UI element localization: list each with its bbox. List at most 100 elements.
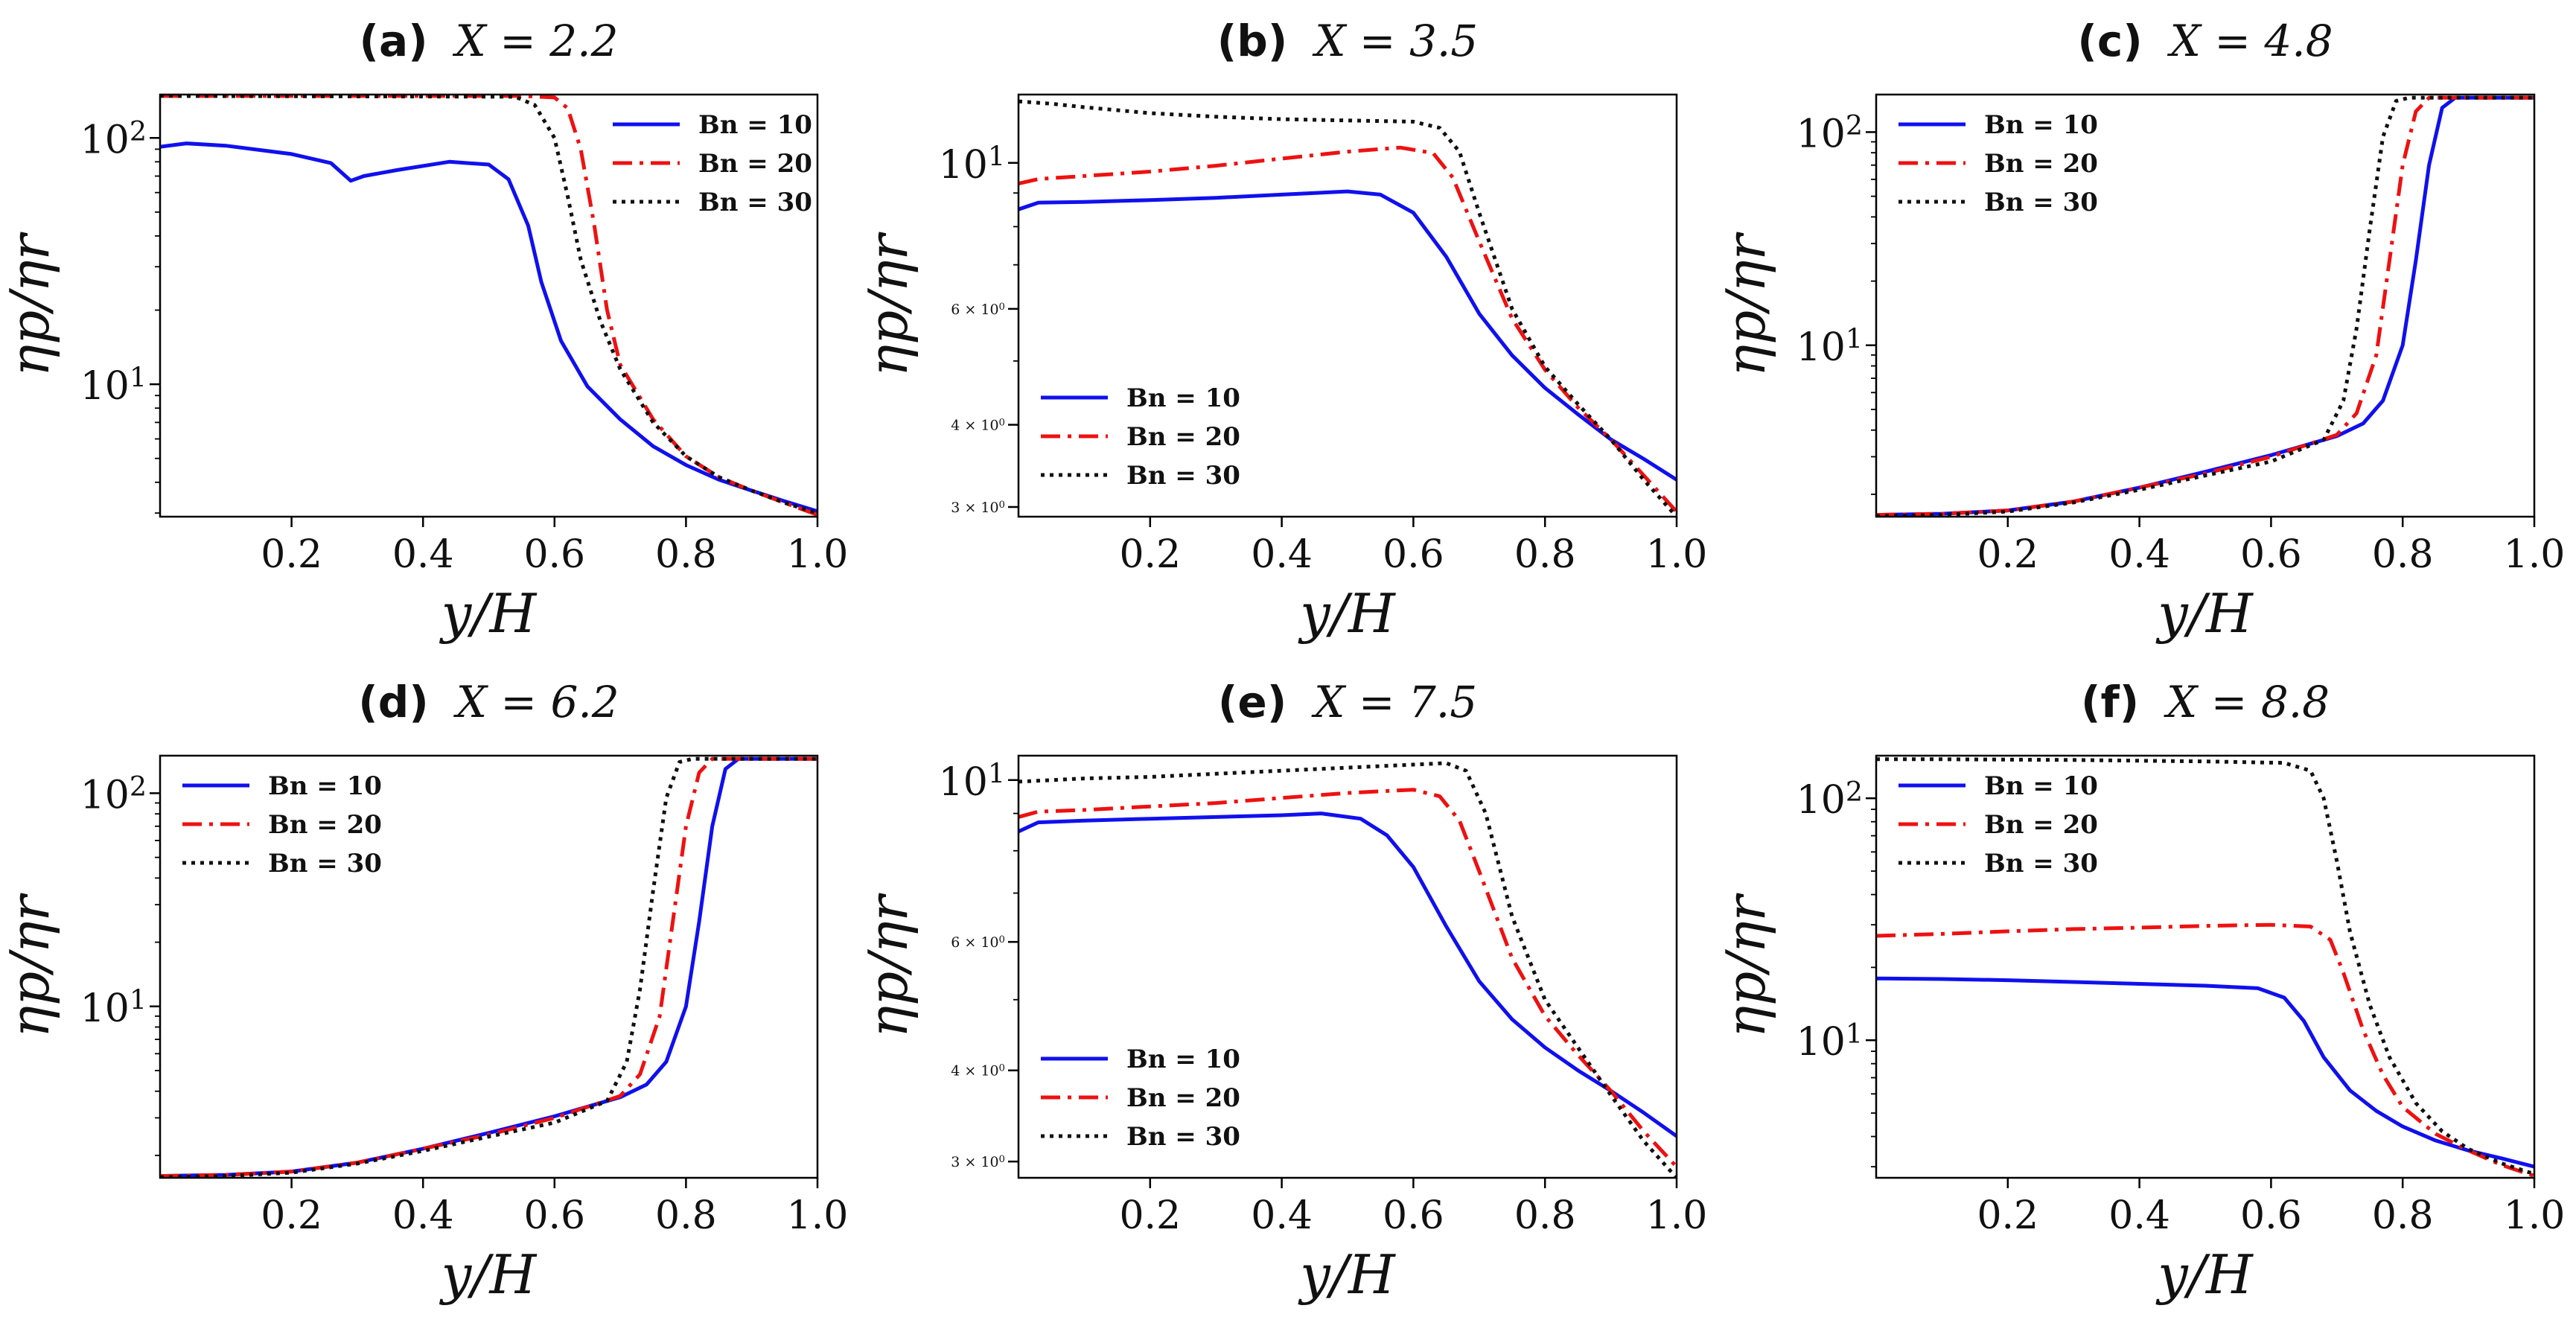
y-axis-label: ηp/ηr: [1715, 232, 1777, 377]
legend-label: Bn = 30: [1126, 461, 1240, 491]
y-tick-label: 6 × 100: [951, 302, 1005, 318]
legend-label: Bn = 10: [698, 110, 812, 140]
legend: Bn = 10 Bn = 20 Bn = 30: [1041, 383, 1240, 491]
series-line-bn20: [160, 95, 817, 517]
x-tick-label: 0.6: [523, 532, 585, 577]
legend-label: Bn = 30: [1126, 1122, 1240, 1152]
panel-label: (b): [1217, 16, 1288, 66]
y-axis-label: ηp/ηr: [0, 893, 61, 1038]
x-tick-label: 0.8: [2372, 1193, 2434, 1238]
x-tick-label: 0.6: [1383, 1193, 1444, 1238]
legend: Bn = 10 Bn = 20 Bn = 30: [613, 110, 812, 217]
panel-e: (e) X = 7.5 3 × 100 4 × 100 6 × 100 101 0.2 0.…: [857, 677, 1707, 1306]
x-tick-label: 0.6: [2240, 1193, 2302, 1238]
panel-title-math: X = 6.2: [429, 677, 619, 727]
x-tick-label: 1.0: [1646, 532, 1708, 577]
legend-label: Bn = 20: [268, 810, 382, 840]
legend: Bn = 10 Bn = 20 Bn = 30: [1898, 771, 2098, 879]
panel-title: (b) X = 3.5: [1217, 16, 1478, 66]
series-line-bn30: [160, 756, 817, 1178]
x-tick-label: 1.0: [2504, 1193, 2566, 1238]
x-tick-label: 1.0: [787, 1193, 849, 1238]
y-tick-label: 101: [939, 140, 1005, 187]
legend-label: Bn = 10: [1984, 110, 2098, 140]
legend-label: Bn = 20: [1984, 149, 2098, 179]
x-tick-label: 0.4: [392, 1193, 454, 1238]
x-tick-label: 0.2: [1119, 1193, 1181, 1238]
x-axis-label: y/H: [439, 582, 538, 645]
legend-label: Bn = 10: [1126, 383, 1240, 413]
legend-label: Bn = 20: [1984, 810, 2098, 840]
x-tick-label: 0.2: [261, 1193, 322, 1238]
legend: Bn = 10 Bn = 20 Bn = 30: [1041, 1045, 1240, 1152]
series-line-bn30: [1876, 757, 2534, 1176]
plot-frame: [1875, 754, 2536, 1179]
x-axis-label: y/H: [2155, 1243, 2254, 1306]
panel-title-math: X = 3.5: [1287, 16, 1478, 66]
y-axis-label: ηp/ηr: [857, 893, 919, 1038]
x-tick-label: 1.0: [787, 532, 849, 577]
y-tick-label: 101: [80, 983, 147, 1030]
panel-title: (a) X = 2.2: [359, 16, 618, 66]
x-tick-label: 0.6: [1383, 532, 1444, 577]
legend-label: Bn = 20: [1126, 1083, 1240, 1113]
x-tick-label: 0.4: [1251, 532, 1313, 577]
x-tick-label: 0.8: [655, 532, 717, 577]
panel-title: (d) X = 6.2: [358, 677, 619, 727]
legend: Bn = 10 Bn = 20 Bn = 30: [182, 771, 382, 879]
y-axis-label: ηp/ηr: [1715, 893, 1777, 1038]
x-tick-label: 0.8: [655, 1193, 717, 1238]
x-tick-label: 1.0: [2504, 532, 2566, 577]
legend-label: Bn = 30: [698, 188, 812, 217]
x-tick-label: 0.8: [1514, 1193, 1576, 1238]
panel-label: (a): [359, 16, 427, 66]
x-tick-label: 0.2: [261, 532, 322, 577]
y-tick-label: 102: [80, 115, 147, 162]
panel-title-math: X = 4.8: [2143, 16, 2333, 66]
plot-frame: [159, 754, 819, 1179]
x-tick-label: 0.4: [2108, 532, 2170, 577]
y-tick-label: 102: [80, 771, 147, 817]
panel-title: (e) X = 7.5: [1218, 677, 1477, 727]
series-line-bn10: [160, 756, 817, 1178]
legend-label: Bn = 10: [1126, 1045, 1240, 1074]
panel-title: (c) X = 4.8: [2077, 16, 2333, 66]
x-tick-label: 0.4: [2108, 1193, 2170, 1238]
x-tick-label: 0.6: [2240, 532, 2302, 577]
y-axis-label: ηp/ηr: [0, 232, 61, 377]
y-tick-label: 6 × 100: [951, 934, 1005, 951]
series-line-bn20: [160, 756, 817, 1178]
x-axis-label: y/H: [2155, 582, 2254, 645]
legend-label: Bn = 10: [268, 771, 382, 801]
y-tick-label: 4 × 100: [951, 1063, 1005, 1080]
legend-label: Bn = 10: [1984, 771, 2098, 801]
plot-frame: [1017, 754, 1678, 1179]
y-tick-label: 101: [1796, 322, 1863, 369]
x-tick-label: 0.4: [1251, 1193, 1313, 1238]
series-line-bn20: [1876, 95, 2534, 517]
x-axis-label: y/H: [439, 1243, 538, 1306]
panel-title-math: X = 7.5: [1287, 677, 1477, 727]
series-line-bn10: [1876, 976, 2534, 1169]
x-tick-label: 0.2: [1977, 1193, 2038, 1238]
x-axis-label: y/H: [1298, 582, 1396, 645]
series-line-bn30: [1018, 99, 1677, 517]
y-tick-label: 102: [1796, 109, 1863, 156]
panel-title-math: X = 8.8: [2139, 677, 2330, 727]
series-line-bn10: [1018, 812, 1677, 1138]
x-tick-label: 0.4: [392, 532, 454, 577]
legend-label: Bn = 30: [268, 849, 382, 879]
series-line-bn30: [1018, 761, 1677, 1178]
plot-frame: [1875, 93, 2536, 518]
x-tick-label: 0.2: [1977, 532, 2038, 577]
y-tick-label: 101: [939, 757, 1005, 804]
series-line-bn30: [160, 95, 817, 515]
series-line-bn10: [1018, 189, 1677, 482]
y-axis-label: ηp/ηr: [857, 232, 919, 377]
panel-label: (f): [2081, 677, 2139, 727]
legend-label: Bn = 20: [698, 149, 812, 179]
